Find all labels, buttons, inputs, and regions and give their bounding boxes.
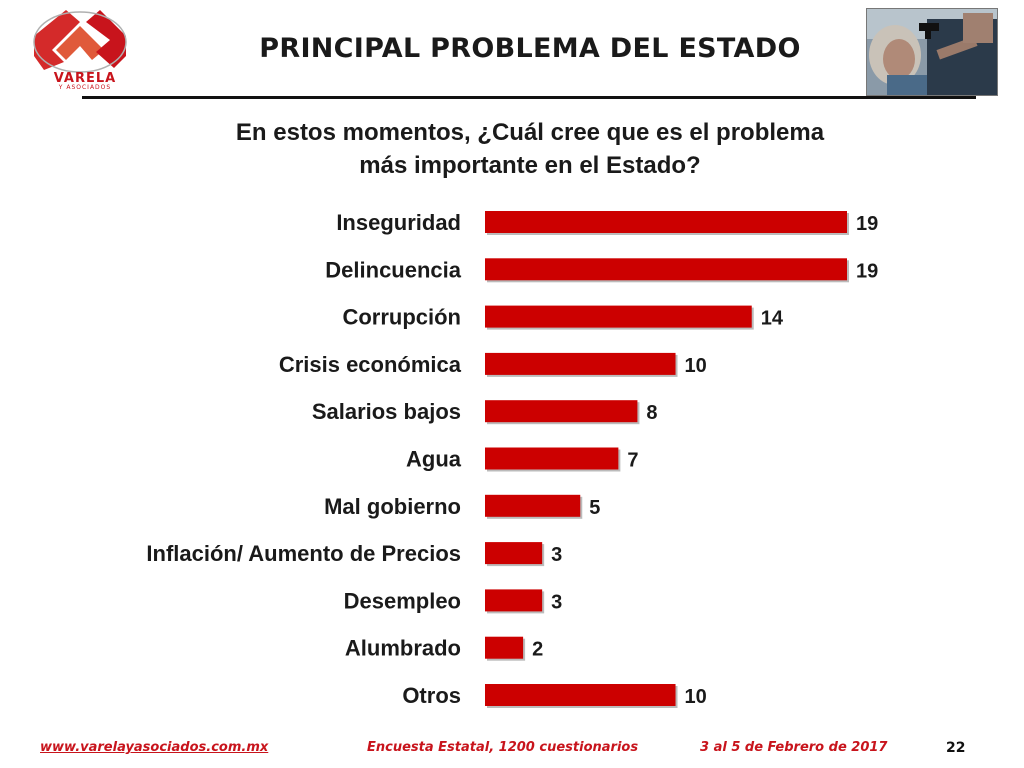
data-label: 10 xyxy=(685,686,707,708)
category-label: Inseguridad xyxy=(336,210,461,235)
bar xyxy=(485,494,581,517)
question-line-1: En estos momentos, ¿Cuál cree que es el … xyxy=(235,119,825,146)
category-label: Mal gobierno xyxy=(324,494,461,519)
bar xyxy=(485,684,676,706)
logo-mark-icon xyxy=(33,10,127,73)
survey-question: En estos momentos, ¿Cuál cree que es el … xyxy=(120,116,940,182)
category-label: Otros xyxy=(402,683,461,708)
bar xyxy=(485,636,524,659)
data-label: 19 xyxy=(856,260,878,282)
page-title: PRINCIPAL PROBLEMA DEL ESTADO xyxy=(259,33,801,64)
bar xyxy=(485,305,752,328)
bar xyxy=(485,400,638,423)
question-line-2: más importante en el Estado? xyxy=(359,152,701,179)
data-label: 19 xyxy=(856,213,878,235)
category-label: Agua xyxy=(406,447,462,472)
category-label: Inflación/ Aumento de Precios xyxy=(146,541,461,566)
data-label: 10 xyxy=(685,355,707,377)
category-label: Corrupción xyxy=(342,305,461,330)
category-label: Crisis económica xyxy=(279,352,462,377)
bar xyxy=(485,211,847,233)
data-label: 14 xyxy=(761,308,784,330)
category-label: Delincuencia xyxy=(325,257,461,282)
footer-website-link[interactable]: www.varelayasociados.com.mx xyxy=(40,740,269,755)
data-label: 7 xyxy=(627,450,638,472)
data-label: 3 xyxy=(551,544,562,566)
category-label: Desempleo xyxy=(344,588,461,613)
person-at-gunpoint-image xyxy=(867,9,997,95)
logo-subtext: Y ASOCIADOS xyxy=(58,84,112,91)
header-photo xyxy=(866,8,998,96)
data-label: 3 xyxy=(551,591,562,613)
logo-wordmark: VARELA xyxy=(53,71,117,86)
bar xyxy=(485,258,847,281)
page-number: 22 xyxy=(946,740,966,756)
bar xyxy=(485,542,543,565)
bar xyxy=(485,589,543,612)
category-label: Salarios bajos xyxy=(312,399,461,424)
title-divider xyxy=(82,96,976,99)
bar-chart: Inseguridad 19 Delincuencia 19 Corrupción 14 C… xyxy=(146,210,878,708)
data-label: 5 xyxy=(589,497,600,519)
footer-survey-info: Encuesta Estatal, 1200 cuestionarios xyxy=(367,740,639,755)
bar xyxy=(485,352,676,375)
varela-logo xyxy=(33,10,127,73)
data-label: 8 xyxy=(646,402,657,424)
data-label: 2 xyxy=(532,639,543,661)
category-label: Alumbrado xyxy=(345,636,461,661)
footer-date: 3 al 5 de Febrero de 2017 xyxy=(700,740,888,755)
bar xyxy=(485,447,619,470)
